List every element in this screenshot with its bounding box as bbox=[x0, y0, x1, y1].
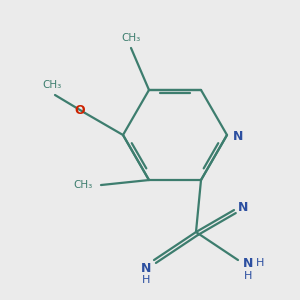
Text: N: N bbox=[243, 256, 253, 269]
Text: N: N bbox=[233, 130, 243, 142]
Text: H: H bbox=[244, 271, 252, 281]
Text: N: N bbox=[238, 200, 248, 214]
Text: H: H bbox=[256, 258, 264, 268]
Text: CH₃: CH₃ bbox=[74, 180, 93, 190]
Text: N: N bbox=[141, 262, 151, 275]
Text: O: O bbox=[75, 103, 85, 116]
Text: CH₃: CH₃ bbox=[122, 33, 141, 43]
Text: H: H bbox=[142, 275, 150, 285]
Text: CH₃: CH₃ bbox=[42, 80, 62, 90]
